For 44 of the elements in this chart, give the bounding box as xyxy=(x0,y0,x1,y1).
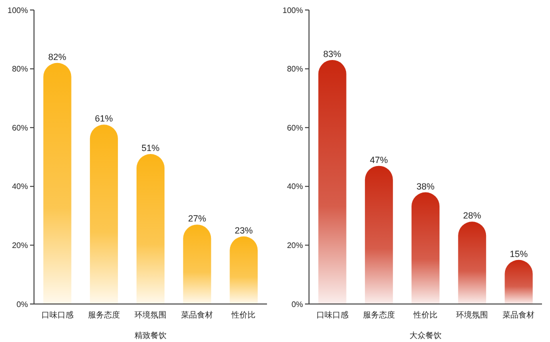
y-tick-label: 40% xyxy=(12,182,28,192)
data-label: 28% xyxy=(463,210,482,221)
data-label: 82% xyxy=(48,52,66,62)
y-tick-label: 100% xyxy=(8,6,28,15)
y-tick-label: 60% xyxy=(286,123,303,132)
y-tick-label: 20% xyxy=(12,241,28,250)
x-tick-label: 环境氛围 xyxy=(456,310,488,320)
y-tick-label: 0% xyxy=(16,300,28,309)
bar xyxy=(90,124,118,304)
x-tick-label: 口味口感 xyxy=(316,310,348,320)
x-tick-label: 性价比 xyxy=(230,310,256,320)
bar xyxy=(412,192,440,304)
data-label: 38% xyxy=(416,181,435,192)
x-axis-title: 大众餐饮 xyxy=(410,331,442,340)
y-tick-label: 100% xyxy=(282,6,303,15)
x-tick-label: 服务态度 xyxy=(88,310,120,320)
x-tick-label: 服务态度 xyxy=(362,310,395,320)
data-label: 47% xyxy=(370,154,388,165)
bar xyxy=(43,62,72,304)
data-label: 61% xyxy=(94,114,113,124)
y-tick-label: 0% xyxy=(291,300,303,309)
data-label: 23% xyxy=(234,225,253,236)
x-axis-title: 精致餐饮 xyxy=(134,331,166,340)
bar xyxy=(458,222,486,304)
bar xyxy=(364,166,393,304)
y-tick-label: 80% xyxy=(12,64,28,74)
x-tick-label: 性价比 xyxy=(412,310,438,320)
data-label: 83% xyxy=(323,48,342,59)
y-tick-label: 40% xyxy=(286,182,303,192)
y-tick-label: 60% xyxy=(12,123,28,132)
bar xyxy=(504,260,533,304)
x-tick-label: 菜品食材 xyxy=(181,310,214,320)
bar xyxy=(136,154,165,304)
data-label: 51% xyxy=(142,143,160,154)
x-tick-label: 环境氛围 xyxy=(134,310,166,320)
data-label: 15% xyxy=(510,248,528,259)
bar xyxy=(318,60,346,304)
bar xyxy=(230,236,258,304)
data-label: 27% xyxy=(188,214,206,224)
x-tick-label: 菜品食材 xyxy=(502,310,535,320)
y-tick-label: 20% xyxy=(286,241,303,250)
bar xyxy=(183,224,212,304)
y-tick-label: 80% xyxy=(286,64,303,74)
x-tick-label: 口味口感 xyxy=(41,310,74,320)
